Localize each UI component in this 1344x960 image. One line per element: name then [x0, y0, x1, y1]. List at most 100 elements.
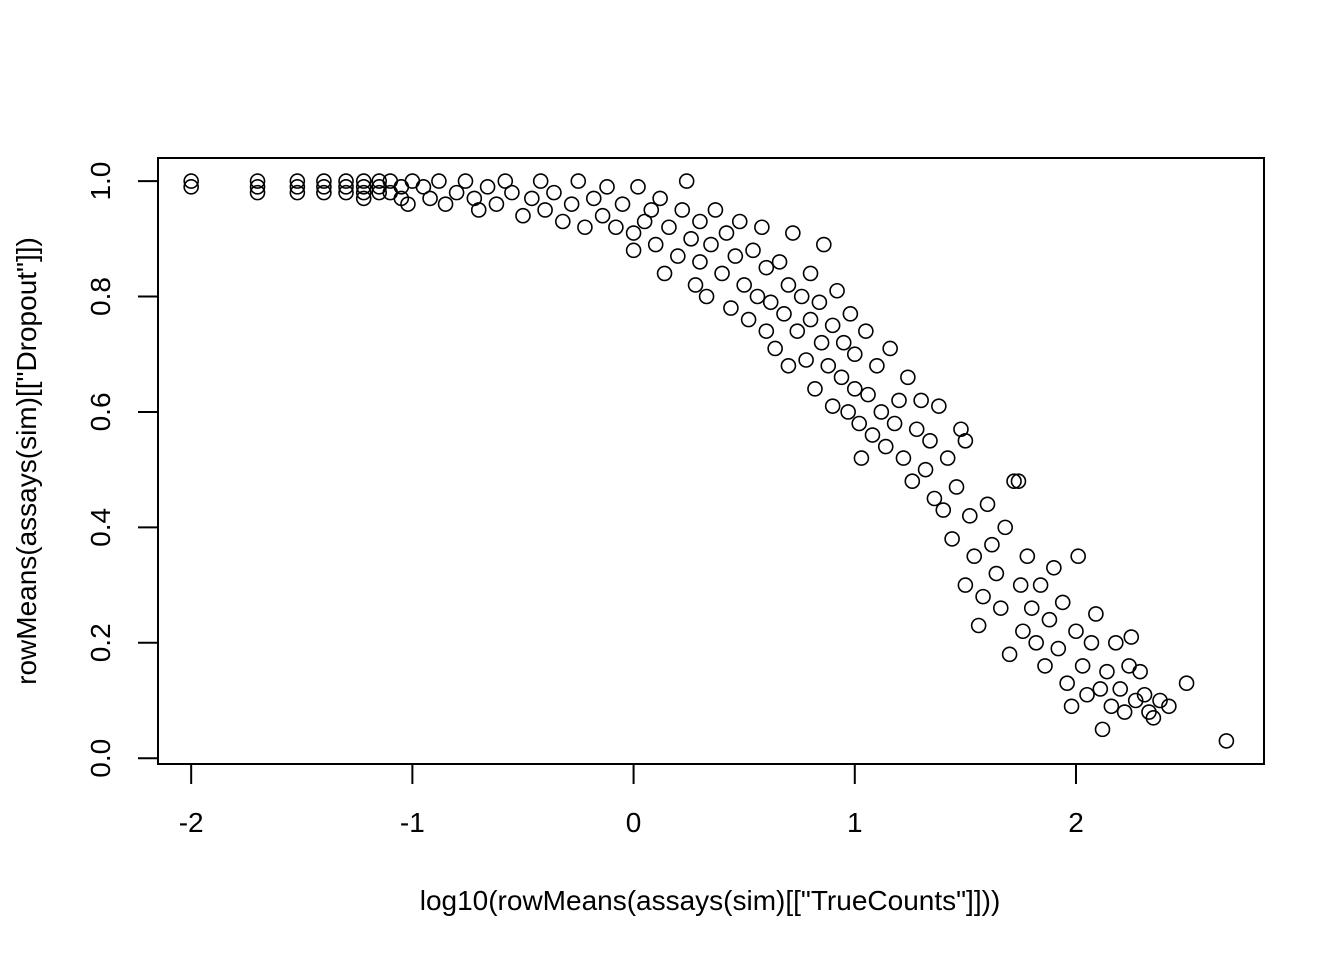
data-point-76 — [731, 213, 748, 230]
x-tick-label-3: 1 — [847, 807, 863, 838]
data-point-50 — [599, 179, 615, 195]
data-point-153 — [1028, 634, 1044, 651]
data-point-184 — [1178, 675, 1195, 692]
data-point-161 — [1063, 698, 1080, 715]
data-point-30 — [437, 196, 454, 212]
data-point-109 — [846, 346, 863, 363]
data-point-36 — [488, 196, 505, 212]
data-point-127 — [922, 432, 938, 449]
data-point-88 — [780, 277, 797, 293]
data-point-172 — [1108, 634, 1124, 651]
data-point-177 — [1127, 692, 1144, 709]
data-point-0 — [183, 173, 199, 189]
data-point-183 — [1161, 698, 1177, 715]
data-point-47 — [577, 219, 593, 236]
data-point-62 — [670, 248, 686, 264]
data-point-167 — [1088, 606, 1104, 622]
data-point-144 — [992, 600, 1009, 616]
data-point-113 — [860, 386, 876, 403]
data-point-83 — [758, 259, 775, 276]
data-point-7 — [289, 184, 306, 201]
data-point-129 — [931, 398, 947, 414]
data-point-140 — [975, 588, 991, 605]
data-point-39 — [515, 207, 531, 224]
x-tick-label-0: -2 — [179, 807, 204, 838]
data-point-37 — [497, 173, 514, 189]
data-point-38 — [504, 184, 520, 201]
data-point-49 — [594, 207, 611, 224]
data-point-165 — [1079, 686, 1095, 703]
data-point-150 — [1015, 623, 1031, 640]
data-point-93 — [798, 352, 814, 368]
data-point-151 — [1019, 548, 1036, 565]
data-point-44 — [554, 213, 571, 230]
data-point-142 — [984, 536, 1000, 553]
data-point-65 — [683, 231, 699, 247]
data-point-55 — [630, 179, 646, 195]
data-point-170 — [1099, 663, 1115, 680]
data-point-97 — [811, 294, 828, 311]
data-point-46 — [570, 173, 587, 189]
data-point-32 — [457, 173, 474, 189]
data-point-169 — [1094, 721, 1111, 738]
data-point-60 — [656, 265, 673, 282]
data-point-15 — [355, 179, 372, 195]
data-point-2 — [249, 173, 266, 189]
data-point-63 — [674, 202, 691, 218]
data-point-67 — [692, 213, 708, 230]
data-point-11 — [338, 173, 354, 189]
data-point-18 — [371, 173, 388, 189]
x-tick-label-2: 0 — [626, 807, 642, 838]
data-point-164 — [1074, 658, 1091, 674]
data-point-27 — [415, 179, 432, 195]
data-point-148 — [1010, 473, 1027, 490]
data-point-179 — [1136, 686, 1153, 703]
x-axis: -2 -1 0 1 2 — [179, 763, 1084, 838]
data-point-74 — [723, 300, 739, 316]
data-point-120 — [891, 392, 907, 409]
data-point-41 — [532, 173, 549, 189]
data-point-6 — [289, 179, 306, 195]
data-point-4 — [249, 184, 266, 201]
data-point-101 — [824, 317, 841, 334]
data-point-85 — [767, 340, 783, 357]
data-point-51 — [608, 219, 624, 236]
data-point-96 — [807, 381, 823, 397]
y-tick-label-3: 0.6 — [85, 392, 116, 431]
y-axis: 0.0 0.2 0.4 0.6 0.8 1.0 — [85, 162, 159, 778]
data-point-163 — [1070, 548, 1086, 565]
data-point-79 — [745, 242, 761, 259]
data-point-131 — [939, 450, 956, 466]
data-point-102 — [824, 398, 841, 414]
data-point-71 — [707, 202, 724, 218]
data-point-114 — [864, 427, 881, 443]
data-point-66 — [687, 277, 704, 293]
data-point-98 — [813, 334, 830, 351]
data-point-100 — [820, 357, 837, 374]
data-point-133 — [948, 479, 965, 495]
data-point-143 — [988, 565, 1005, 582]
data-point-117 — [877, 438, 894, 455]
data-point-137 — [961, 508, 978, 524]
data-point-59 — [652, 190, 668, 207]
data-point-73 — [718, 225, 735, 241]
data-point-145 — [997, 519, 1014, 536]
data-point-146 — [1001, 646, 1018, 663]
data-point-181 — [1145, 710, 1162, 726]
data-point-34 — [470, 202, 487, 218]
data-point-116 — [873, 404, 890, 420]
data-point-86 — [771, 254, 788, 270]
data-point-57 — [643, 202, 660, 218]
data-point-81 — [754, 219, 770, 236]
data-point-43 — [546, 184, 562, 201]
data-point-58 — [647, 236, 664, 253]
data-point-122 — [900, 369, 916, 386]
data-point-105 — [835, 334, 852, 351]
y-tick-label-1: 0.2 — [85, 623, 116, 662]
data-point-107 — [842, 306, 859, 322]
data-point-82 — [758, 323, 775, 339]
data-point-130 — [935, 502, 952, 518]
data-point-106 — [840, 404, 856, 420]
data-point-80 — [749, 288, 766, 305]
